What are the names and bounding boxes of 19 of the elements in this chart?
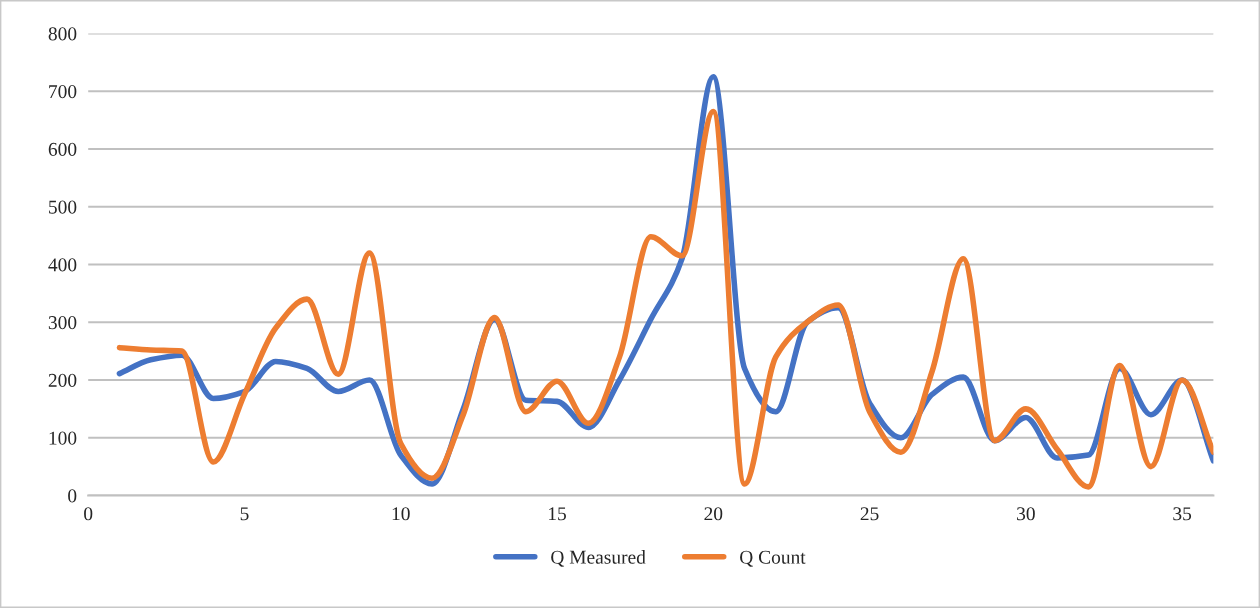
y-tick-label: 800 xyxy=(48,27,77,41)
y-tick-label: 0 xyxy=(68,489,77,503)
legend-label: Q Measured xyxy=(551,550,646,567)
legend-label: Q Count xyxy=(740,550,806,567)
y-tick-label: 200 xyxy=(48,373,77,387)
y-tick-label: 100 xyxy=(49,431,77,445)
x-tick-label: 30 xyxy=(1017,507,1035,521)
x-tick-label: 0 xyxy=(84,507,93,521)
x-tick-label: 25 xyxy=(860,507,879,521)
y-tick-label: 400 xyxy=(48,258,77,272)
x-tick-label: 35 xyxy=(1173,507,1192,521)
x-tick-label: 20 xyxy=(704,507,723,521)
x-tick-label: 5 xyxy=(240,507,249,521)
y-tick-label: 600 xyxy=(48,142,77,156)
y-tick-label: 700 xyxy=(49,85,77,99)
x-tick-label: 15 xyxy=(549,507,566,521)
y-tick-label: 500 xyxy=(49,200,77,214)
y-tick-label: 300 xyxy=(48,316,77,330)
x-tick-label: 10 xyxy=(392,507,410,521)
